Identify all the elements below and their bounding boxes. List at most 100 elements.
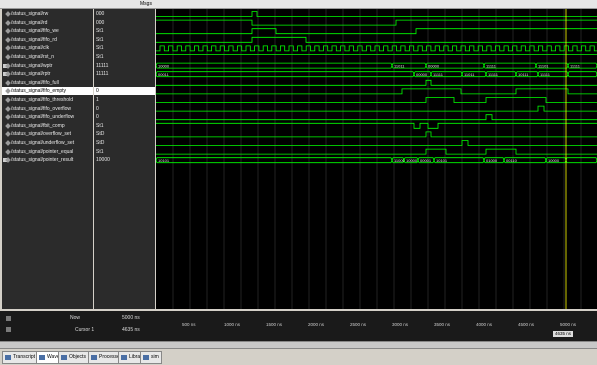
signal-value-row[interactable]: 000	[94, 10, 155, 18]
tab-objects[interactable]: Objects	[58, 351, 89, 364]
signal-value-row[interactable]: StD	[94, 130, 155, 138]
signal-value-row[interactable]: 000	[94, 19, 155, 27]
signal-row[interactable]: /status_signal/fifo_threshold	[2, 96, 93, 104]
signal-icon	[5, 140, 11, 146]
horizontal-scrollbar[interactable]	[0, 341, 597, 348]
signal-row[interactable]: /status_signal/fbit_comp	[2, 122, 93, 130]
sim-icon	[143, 355, 149, 360]
objects-icon	[61, 355, 67, 360]
wptr-label: 11111	[570, 63, 581, 68]
clk-wave	[156, 45, 597, 52]
signal-row[interactable]: /status_signal/pointer_equal	[2, 148, 93, 156]
pointer-result-segment	[545, 157, 567, 164]
fifo-overflow-wave	[156, 105, 597, 112]
expand-icon[interactable]	[3, 72, 7, 77]
signal-row[interactable]: /status_signal/fifo_underflow	[2, 113, 93, 121]
pointer-result-label: 00001	[420, 158, 432, 163]
signal-row[interactable]: /status_signal/fifo_empty	[2, 87, 93, 96]
pointer-result-segment	[565, 157, 597, 164]
pointer-result-segment	[391, 157, 405, 164]
signal-name: /status_signal/rst_n	[11, 54, 55, 60]
cursor-value: 4635 ns	[122, 327, 140, 333]
cursor-time-box[interactable]: 4635 ns	[553, 331, 573, 337]
signal-row[interactable]: /status_signal/fifo_rd	[2, 36, 93, 44]
signal-row[interactable]: /status_signal/rd	[2, 19, 93, 27]
rptr-segment	[567, 71, 597, 78]
signal-name: /status_signal/wptr	[11, 62, 53, 69]
signal-value-row[interactable]: 11111	[94, 70, 155, 78]
signal-value-row[interactable]: St1	[94, 44, 155, 52]
signal-row[interactable]: /status_signal/rptr	[2, 70, 93, 78]
wptr-segment	[535, 62, 569, 69]
fifo-we-wave	[156, 28, 597, 35]
expand-icon[interactable]	[3, 158, 7, 163]
signal-row[interactable]: /status_signal/rst_n	[2, 53, 93, 61]
signal-name: /status_signal/fifo_underflow	[11, 114, 75, 121]
msgs-column-header[interactable]: Msgs	[140, 1, 152, 7]
signal-row[interactable]: /status_signal/fifo_overflow	[2, 105, 93, 113]
cursor-label: Cursor 1	[75, 327, 95, 333]
rw-wave	[156, 11, 597, 17]
signal-value-row[interactable]: 10000	[94, 156, 155, 164]
signal-row[interactable]: /status_signal/rw	[2, 10, 93, 18]
signal-value-row[interactable]: 1	[94, 96, 155, 104]
signal-row[interactable]: /status_signal/fifo_full	[2, 79, 93, 87]
overflow-set-wave	[156, 131, 597, 138]
time-tick-label: 3000 ns	[392, 322, 409, 327]
signal-value: St1	[96, 122, 104, 129]
status-bar: Now 5000 ns Cursor 1 4635 ns	[0, 311, 597, 341]
waveform-pane[interactable]: 10000 11011 00000 11111 11101 11111 00011 00000…	[156, 9, 597, 309]
signal-value-row[interactable]: 0	[94, 87, 155, 96]
signal-value: 000	[96, 11, 105, 17]
signal-row[interactable]: /status_signal/overflow_set	[2, 130, 93, 138]
tab-sim[interactable]: sim	[140, 351, 162, 364]
signal-value-row[interactable]: St1	[94, 27, 155, 35]
signal-value-row[interactable]: St1	[94, 122, 155, 130]
time-tick-label: 4000 ns	[476, 322, 493, 327]
signal-name: /status_signal/fifo_empty	[11, 88, 67, 95]
wptr-label: 11101	[538, 63, 549, 68]
signal-value-row[interactable]: St1	[94, 53, 155, 61]
time-tick-label: 2000 ns	[308, 322, 325, 327]
tab-transcript[interactable]: Transcript	[2, 351, 39, 364]
signal-value-row[interactable]: 0	[94, 113, 155, 121]
pointer-equal-wave	[156, 148, 597, 155]
now-label: Now	[70, 315, 81, 321]
signal-row[interactable]: /status_signal/underflow_set	[2, 139, 93, 147]
transcript-icon	[5, 355, 11, 360]
signal-icon	[5, 105, 11, 112]
signal-value: St1	[96, 148, 104, 155]
signal-value: St1	[96, 54, 104, 60]
signal-row[interactable]: /status_signal/clk	[2, 44, 93, 52]
time-ruler: 500 ns 1000 ns 1500 ns 2000 ns 2500 ns 3000 n…	[156, 311, 597, 331]
signal-name: /status_signal/fifo_threshold	[11, 97, 73, 103]
signal-row[interactable]: /status_signal/wptr	[2, 62, 93, 70]
signal-value: 10000	[96, 157, 110, 164]
wptr-segment	[391, 62, 427, 69]
fifo-empty-wave	[156, 88, 597, 95]
signal-value: StD	[96, 140, 105, 146]
signal-name: /status_signal/fifo_we	[11, 28, 59, 35]
signal-value-row[interactable]: St1	[94, 36, 155, 44]
rd-wave	[156, 19, 597, 26]
signal-icon	[5, 28, 11, 35]
pointer-result-label: 10101	[158, 158, 170, 163]
wptr-segment	[156, 62, 393, 69]
signal-value: 11111	[96, 62, 109, 69]
signal-value-row[interactable]	[94, 79, 155, 87]
waveform-canvas[interactable]: 10000 11011 00000 11111 11101 11111 00011 00000…	[156, 9, 597, 309]
signal-row[interactable]: /status_signal/pointer_result	[2, 156, 93, 164]
signal-value-row[interactable]: 0	[94, 105, 155, 113]
signal-value: 0	[96, 88, 99, 95]
signal-row[interactable]: /status_signal/fifo_we	[2, 27, 93, 35]
rptr-label: 00000	[416, 72, 428, 77]
signal-value-row[interactable]: 11111	[94, 62, 155, 70]
signal-name-pane: /status_signal/rw/status_signal/rd/statu…	[2, 9, 93, 309]
fifo-threshold-wave	[156, 97, 597, 103]
signal-value-row[interactable]: St1	[94, 148, 155, 156]
fifo-rd-wave	[156, 36, 597, 43]
time-tick-label: 1500 ns	[266, 322, 283, 327]
expand-icon[interactable]	[3, 63, 7, 68]
signal-icon	[5, 122, 11, 129]
signal-value-row[interactable]: StD	[94, 139, 155, 147]
